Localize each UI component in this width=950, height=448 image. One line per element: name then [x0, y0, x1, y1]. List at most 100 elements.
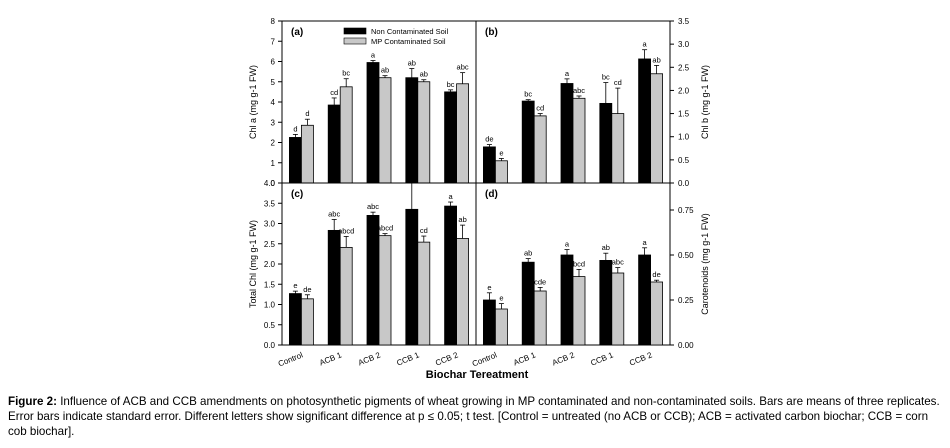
y-tick-label: 1.5	[678, 110, 690, 119]
y-tick-label: 1	[271, 159, 276, 168]
bar	[521, 261, 535, 346]
bar	[560, 254, 574, 346]
significance-letter: abc	[367, 202, 379, 211]
bar	[327, 229, 341, 346]
bar	[482, 146, 496, 184]
significance-letter: d	[293, 124, 297, 133]
y-axis-label: Carotenoids (mg g-1 FW)	[700, 213, 710, 315]
y-tick-label: 2.0	[264, 260, 276, 269]
bar	[611, 272, 625, 346]
significance-letter: cd	[536, 104, 544, 113]
y-tick-label: 2.0	[678, 86, 690, 95]
bar	[533, 290, 547, 346]
bar	[288, 293, 302, 346]
bar	[300, 124, 314, 184]
bar	[456, 238, 470, 346]
significance-letter: ab	[408, 59, 416, 68]
y-axis-label: Chl b (mg g-1 FW)	[700, 65, 710, 139]
significance-letter: cd	[330, 88, 338, 97]
x-tick-label: CCB 2	[434, 350, 460, 367]
bar	[482, 299, 496, 346]
significance-letter: ab	[408, 171, 416, 180]
significance-letter: e	[499, 294, 503, 303]
y-tick-label: 1.0	[264, 301, 276, 310]
bar	[405, 208, 419, 346]
bar	[638, 58, 651, 184]
significance-letter: a	[565, 240, 570, 249]
y-tick-label: 0.0	[678, 179, 690, 188]
significance-letter: de	[485, 135, 493, 144]
bar	[444, 205, 458, 346]
y-tick-label: 0.0	[264, 341, 276, 350]
significance-letter: e	[499, 148, 503, 157]
bar	[300, 298, 314, 346]
panel-label: (c)	[291, 189, 303, 200]
x-axis-title: Biochar Tereatment	[426, 369, 529, 381]
x-tick-label: CCB 1	[395, 350, 421, 367]
bar	[560, 83, 574, 184]
y-tick-label: 3.5	[264, 199, 276, 208]
significance-letter: abc	[328, 209, 340, 218]
y-tick-label: 3.0	[264, 220, 276, 229]
y-tick-label: 0.00	[678, 341, 694, 350]
bar	[366, 214, 380, 346]
y-tick-label: 2.5	[264, 240, 276, 249]
y-tick-label: 6	[271, 58, 276, 67]
significance-letter: a	[643, 238, 648, 247]
bar	[650, 281, 663, 346]
panel-d: 0.00 0.25 0.50 0.75 Carotenoids (mg g-1 FW) (…	[471, 182, 710, 369]
bar	[405, 77, 419, 184]
y-tick-label: 3.0	[678, 40, 690, 49]
bar	[494, 308, 508, 346]
y-tick-label: 4.0	[264, 179, 276, 188]
x-tick-label: ACB 1	[512, 350, 537, 367]
significance-letter: cd	[614, 78, 622, 87]
bar	[417, 81, 431, 184]
bar	[599, 102, 613, 184]
significance-letter: ab	[458, 215, 466, 224]
bar	[339, 86, 353, 184]
bar	[572, 276, 586, 346]
y-tick-label: 5	[271, 78, 276, 87]
caption-label: Figure 2:	[8, 395, 57, 408]
bar	[572, 97, 586, 184]
y-tick-label: 2	[271, 139, 276, 148]
bar	[366, 62, 380, 184]
significance-letter: bcd	[573, 259, 585, 268]
y-tick-label: 0.25	[678, 296, 694, 305]
y-axis-label: Chl a (mg g-1 FW)	[248, 65, 258, 139]
significance-letter: abc	[573, 86, 585, 95]
x-tick-label: CCB 2	[628, 350, 654, 367]
x-tick-label: ACB 1	[318, 350, 343, 367]
bar	[378, 235, 392, 346]
bar	[638, 254, 651, 346]
legend-swatch	[343, 27, 367, 35]
y-tick-label: 2.5	[678, 63, 690, 72]
legend-label: MP Contaminated Soil	[371, 37, 446, 46]
x-tick-label: ACB 2	[551, 350, 576, 367]
x-tick-label: Control	[471, 350, 498, 368]
legend-swatch	[343, 37, 367, 45]
bar	[494, 160, 508, 184]
bar	[533, 115, 547, 184]
significance-letter: d	[305, 109, 309, 118]
significance-letter: cd	[420, 226, 428, 235]
significance-letter: a	[565, 69, 570, 78]
panel-label: (a)	[291, 27, 303, 38]
y-tick-label: 1.0	[678, 133, 690, 142]
significance-letter: a	[643, 40, 648, 49]
bar	[444, 91, 458, 184]
caption-text: Influence of ACB and CCB amendments on p…	[8, 395, 940, 438]
significance-letter: ab	[524, 249, 532, 258]
panel-c: 0.0 0.5 1.0 1.5 2.0 2.5 3.0 3.5 4.0 Total Chl (mg…	[248, 171, 477, 369]
significance-letter: ab	[381, 66, 389, 75]
significance-letter: abcd	[377, 224, 393, 233]
bar	[599, 259, 613, 346]
x-tick-label: Control	[277, 350, 304, 368]
y-tick-label: 3	[271, 118, 276, 127]
y-tick-label: 3.5	[678, 17, 690, 26]
significance-letter: de	[303, 285, 311, 294]
